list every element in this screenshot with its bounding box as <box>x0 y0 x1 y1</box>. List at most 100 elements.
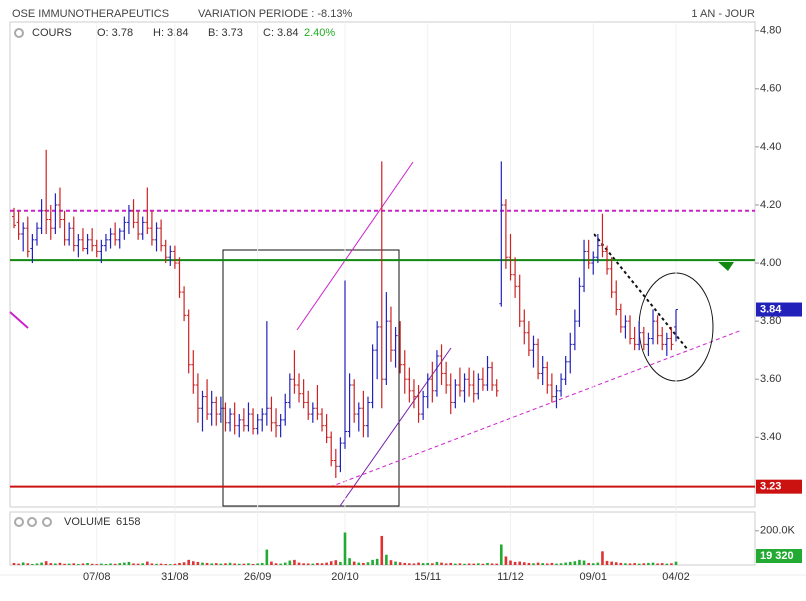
volume-bar <box>394 561 397 565</box>
volume-bar <box>86 562 89 565</box>
volume-bar <box>302 563 305 565</box>
volume-bar <box>352 561 356 565</box>
period: 1 AN - JOUR <box>691 8 755 20</box>
trend-line <box>329 329 743 488</box>
volume-bar <box>178 562 181 565</box>
change-label: 2.40% <box>304 27 335 39</box>
volume-bar <box>412 563 416 565</box>
volume-bar <box>81 563 85 565</box>
volume-bar <box>100 563 103 565</box>
volume-bar <box>348 558 351 565</box>
volume-bar <box>155 563 158 565</box>
gear-icon[interactable] <box>42 517 52 527</box>
volume-bar <box>72 563 76 565</box>
volume-bar <box>610 561 613 565</box>
price-badge <box>756 302 802 317</box>
volume-bar <box>316 562 319 565</box>
volume-bar <box>605 560 609 565</box>
volume-bar <box>123 562 126 565</box>
volume-bar <box>389 560 393 565</box>
volume-bar <box>325 562 328 565</box>
gear-icon[interactable] <box>14 517 24 527</box>
volume-bar <box>619 562 623 565</box>
volume-bar <box>633 563 636 565</box>
arrow-marker <box>718 262 734 271</box>
volume-bar <box>132 563 135 565</box>
volume-bar <box>656 563 659 565</box>
volume-bar <box>95 564 99 565</box>
volume-bar <box>205 562 209 565</box>
open-label: O: 3.78 <box>97 27 133 39</box>
x-tick-label: 11/12 <box>497 571 524 583</box>
volume-bar <box>293 559 296 565</box>
variation: VARIATION PERIODE : -8.13% <box>198 8 352 20</box>
volume-bar <box>224 563 227 565</box>
volume-bar <box>44 561 48 565</box>
volume-bar <box>481 563 485 565</box>
x-tick-label: 26/09 <box>244 571 272 583</box>
gear-icon[interactable] <box>14 28 24 38</box>
volume-bar <box>127 561 131 565</box>
volume-bar <box>169 564 172 565</box>
volume-bar <box>371 559 374 565</box>
volume-bar <box>146 561 149 565</box>
x-tick-label: 09/01 <box>579 571 607 583</box>
volume-bar <box>408 563 411 565</box>
volume-bar <box>670 563 673 565</box>
volume-bar <box>426 562 430 565</box>
volume-bar <box>283 562 287 565</box>
volume-bar <box>35 563 39 565</box>
volume-bar <box>421 563 425 565</box>
volume-bar <box>431 563 434 565</box>
price-badge-label: 3.84 <box>760 303 782 315</box>
volume-bar <box>500 544 503 565</box>
volume-bar <box>513 561 517 565</box>
volume-bar <box>251 563 255 565</box>
volume-bar <box>187 559 190 565</box>
volume-bar <box>385 554 388 565</box>
volume-bar <box>136 563 140 565</box>
volume-bar <box>467 563 471 565</box>
volume-bar <box>362 562 365 565</box>
volume-bar <box>31 563 34 565</box>
volume-bar <box>674 561 678 565</box>
volume-bar <box>270 561 273 565</box>
volume-bar <box>536 562 540 565</box>
drawing-box <box>222 249 400 507</box>
volume-bar <box>17 563 20 565</box>
trend-line <box>9 311 29 329</box>
volume-bar <box>518 561 521 565</box>
volume-bar <box>113 563 117 565</box>
volume-bar <box>601 551 604 565</box>
volume-bar <box>279 563 282 565</box>
volume-bar <box>398 562 402 565</box>
volume-bar <box>210 563 213 565</box>
volume-bar <box>21 562 25 565</box>
volume-bar <box>486 562 489 565</box>
volume-bar <box>504 556 508 565</box>
volume-bar <box>458 563 462 565</box>
volume-bar <box>587 562 590 565</box>
y-tick-label: 3.40 <box>760 431 781 443</box>
volume-bar <box>463 563 466 565</box>
price-badge <box>756 479 802 494</box>
volume-bar <box>472 563 476 565</box>
volume-bar <box>380 535 384 565</box>
volume-bar <box>58 562 62 565</box>
volume-bar <box>191 561 195 565</box>
volume-bar <box>591 563 595 565</box>
volume-bar <box>274 563 278 565</box>
gear-icon[interactable] <box>27 517 37 527</box>
low-label: B: 3.73 <box>208 27 243 39</box>
volume-bar <box>573 561 577 565</box>
volume-bar <box>219 563 223 565</box>
volume-bar <box>545 563 549 565</box>
y-tick-label: 4.00 <box>760 257 781 269</box>
volume-bar <box>637 563 641 565</box>
volume-bar <box>578 559 581 565</box>
title: OSE IMMUNOTHERAPEUTICS <box>12 8 169 20</box>
volume-bar <box>582 560 586 565</box>
volume-bar <box>509 560 512 565</box>
volume-bar <box>651 562 655 565</box>
